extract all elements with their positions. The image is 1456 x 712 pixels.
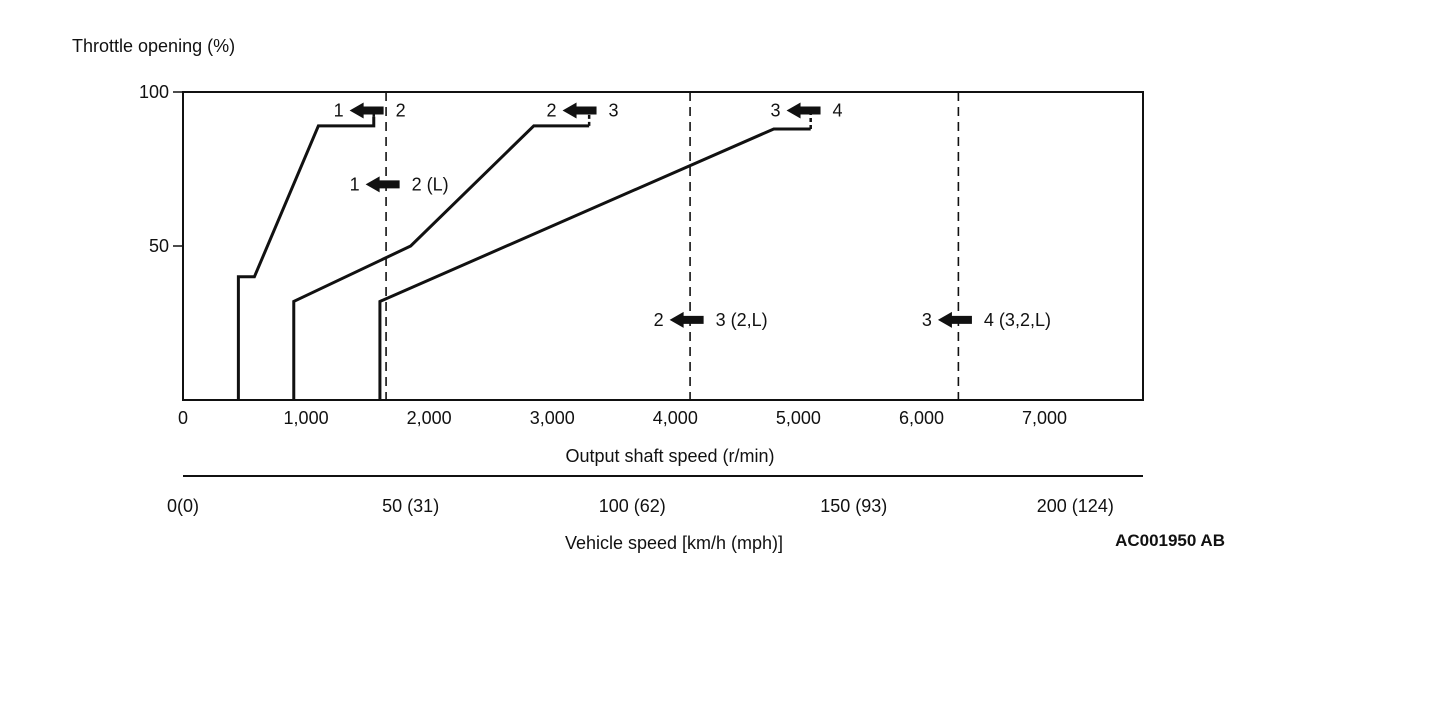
- shift-arrow: [786, 102, 821, 119]
- x-tick-label: 4,000: [653, 408, 698, 428]
- shift-from-gear: 3: [771, 100, 781, 120]
- shift-to-gear: 2: [396, 100, 406, 120]
- shift-to-gear: 3: [609, 100, 619, 120]
- x-tick-label: 1,000: [284, 408, 329, 428]
- x-tick-label: 7,000: [1022, 408, 1067, 428]
- shift-from-gear: 2: [654, 310, 664, 330]
- shift-arrow: [562, 102, 597, 119]
- shift-from-gear: 2: [547, 100, 557, 120]
- shift-arrow: [937, 311, 972, 328]
- shift-arrow: [365, 176, 400, 193]
- shift-to-gear: 3 (2,L): [716, 310, 768, 330]
- upshift-curve: [236, 116, 376, 400]
- shift-from-gear: 1: [334, 100, 344, 120]
- y-tick-label: 50: [149, 236, 169, 256]
- x-axis-title: Output shaft speed (r/min): [565, 446, 774, 466]
- upshift-curve: [292, 124, 590, 400]
- shift-from-gear: 1: [350, 174, 360, 194]
- plot-frame: [182, 91, 1144, 401]
- x2-tick-label: 50 (31): [382, 496, 439, 516]
- shift-arrow: [669, 311, 704, 328]
- y-tick-label: 100: [139, 82, 169, 102]
- x2-tick-label: 200 (124): [1037, 496, 1114, 516]
- shift-arrow: [349, 102, 384, 119]
- x2-axis-title: Vehicle speed [km/h (mph)]: [565, 533, 783, 553]
- x-tick-label: 0: [178, 408, 188, 428]
- upshift-curve: [378, 127, 811, 400]
- x-tick-label: 2,000: [407, 408, 452, 428]
- x2-tick-label: 150 (93): [820, 496, 887, 516]
- y-axis-title: Throttle opening (%): [72, 36, 235, 56]
- figure-code: AC001950 AB: [1115, 531, 1225, 550]
- x-tick-label: 6,000: [899, 408, 944, 428]
- shift-from-gear: 3: [922, 310, 932, 330]
- x2-tick-label: 100 (62): [599, 496, 666, 516]
- shift-to-gear: 4 (3,2,L): [984, 310, 1051, 330]
- shift-to-gear: 4: [833, 100, 843, 120]
- shift-to-gear: 2 (L): [412, 174, 449, 194]
- x2-tick-label: 0(0): [167, 496, 199, 516]
- x-tick-label: 5,000: [776, 408, 821, 428]
- x-tick-label: 3,000: [530, 408, 575, 428]
